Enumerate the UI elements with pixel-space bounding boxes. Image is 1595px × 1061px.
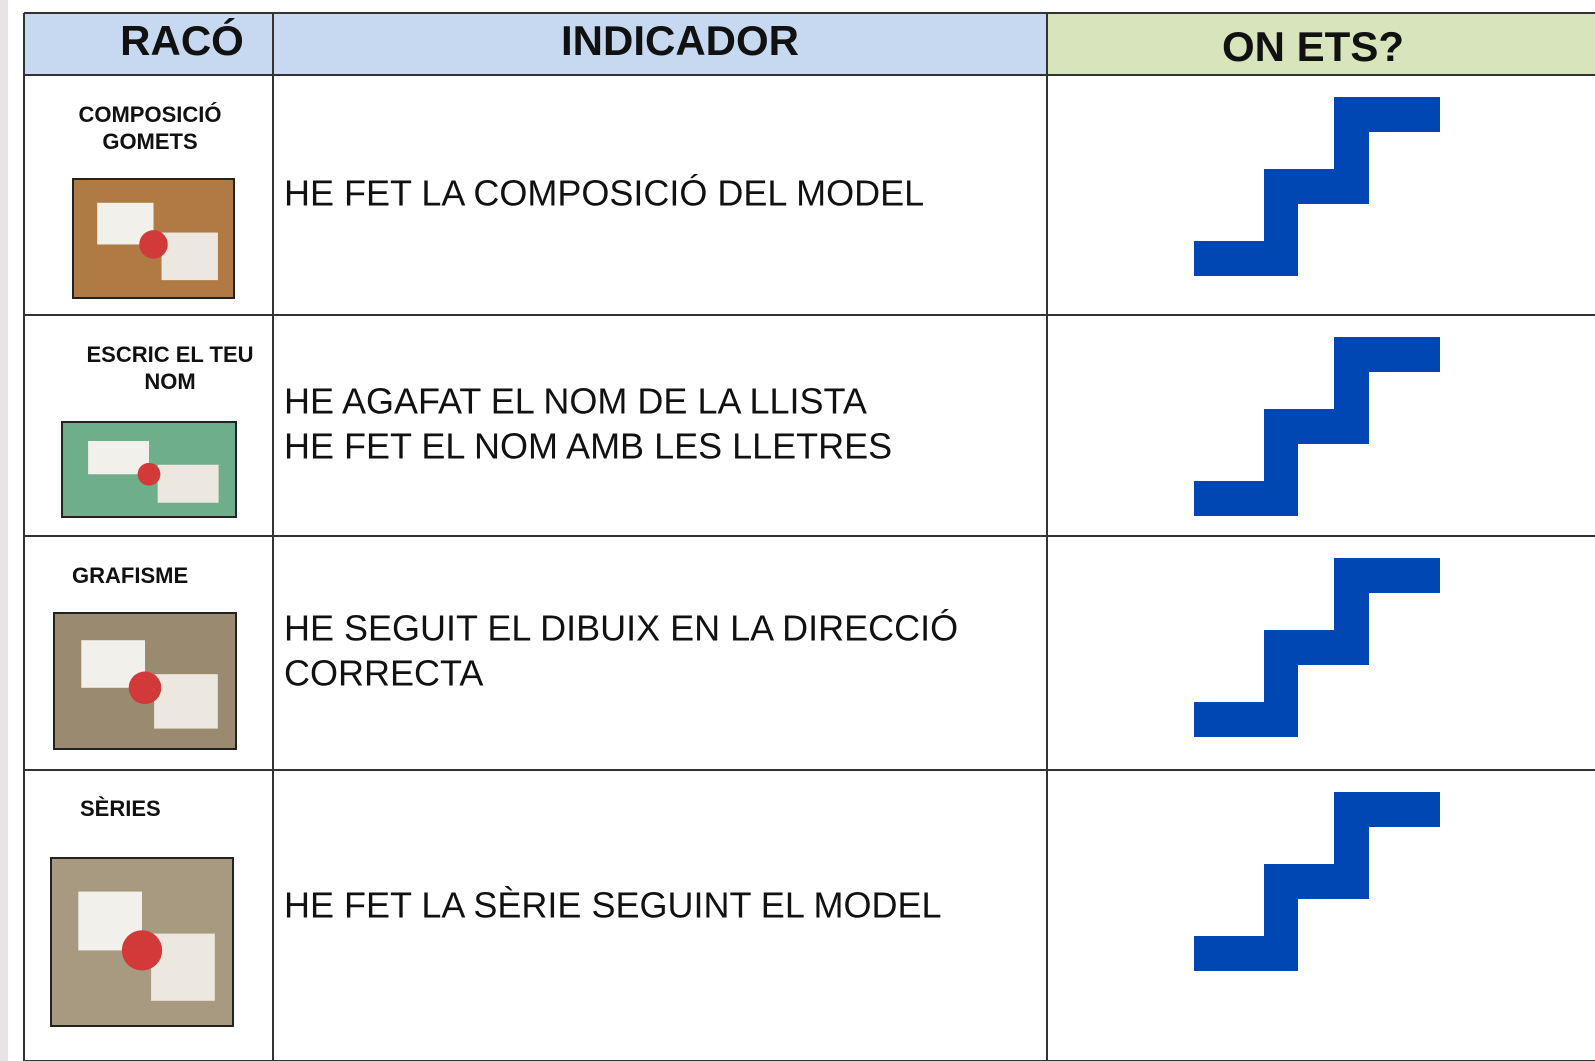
raco-label: GOMETS bbox=[102, 129, 197, 154]
left-edge bbox=[0, 0, 8, 1061]
photo-detail bbox=[154, 674, 218, 729]
photo-detail bbox=[161, 232, 218, 281]
indicator-text: HE FET LA SÈRIE SEGUINT EL MODEL bbox=[284, 885, 942, 926]
raco-label: SÈRIES bbox=[80, 796, 161, 821]
raco-label: NOM bbox=[144, 369, 195, 394]
photo-detail bbox=[121, 930, 163, 971]
indicator-text: HE FET LA COMPOSICIÓ DEL MODEL bbox=[284, 173, 924, 214]
header-text: ON ETS? bbox=[1222, 23, 1404, 70]
raco-label: GRAFISME bbox=[72, 563, 188, 588]
indicator-text: HE AGAFAT EL NOM DE LA LLISTA bbox=[284, 381, 867, 422]
stairs-icon bbox=[1194, 97, 1440, 276]
stairs-icon bbox=[1194, 558, 1440, 737]
header-text: RACÓ bbox=[120, 16, 244, 64]
stairs-icon bbox=[1194, 337, 1440, 516]
photo-detail bbox=[137, 462, 161, 486]
header-text: INDICADOR bbox=[561, 17, 799, 64]
photo-detail bbox=[157, 464, 219, 503]
photo-detail bbox=[151, 933, 215, 1001]
header-cell bbox=[1047, 13, 1595, 75]
stairs-icon bbox=[1194, 792, 1440, 971]
photo-detail bbox=[128, 671, 162, 705]
header-cell bbox=[273, 13, 1047, 75]
photo-detail bbox=[88, 441, 149, 475]
indicator-text: HE FET EL NOM AMB LES LLETRES bbox=[284, 426, 892, 467]
raco-label: COMPOSICIÓ bbox=[78, 102, 221, 127]
raco-label: ESCRIC EL TEU bbox=[86, 342, 253, 367]
header-cell bbox=[24, 13, 273, 75]
indicator-text: CORRECTA bbox=[284, 653, 483, 694]
photo-detail bbox=[139, 230, 168, 259]
indicator-text: HE SEGUIT EL DIBUIX EN LA DIRECCIÓ bbox=[284, 608, 958, 649]
